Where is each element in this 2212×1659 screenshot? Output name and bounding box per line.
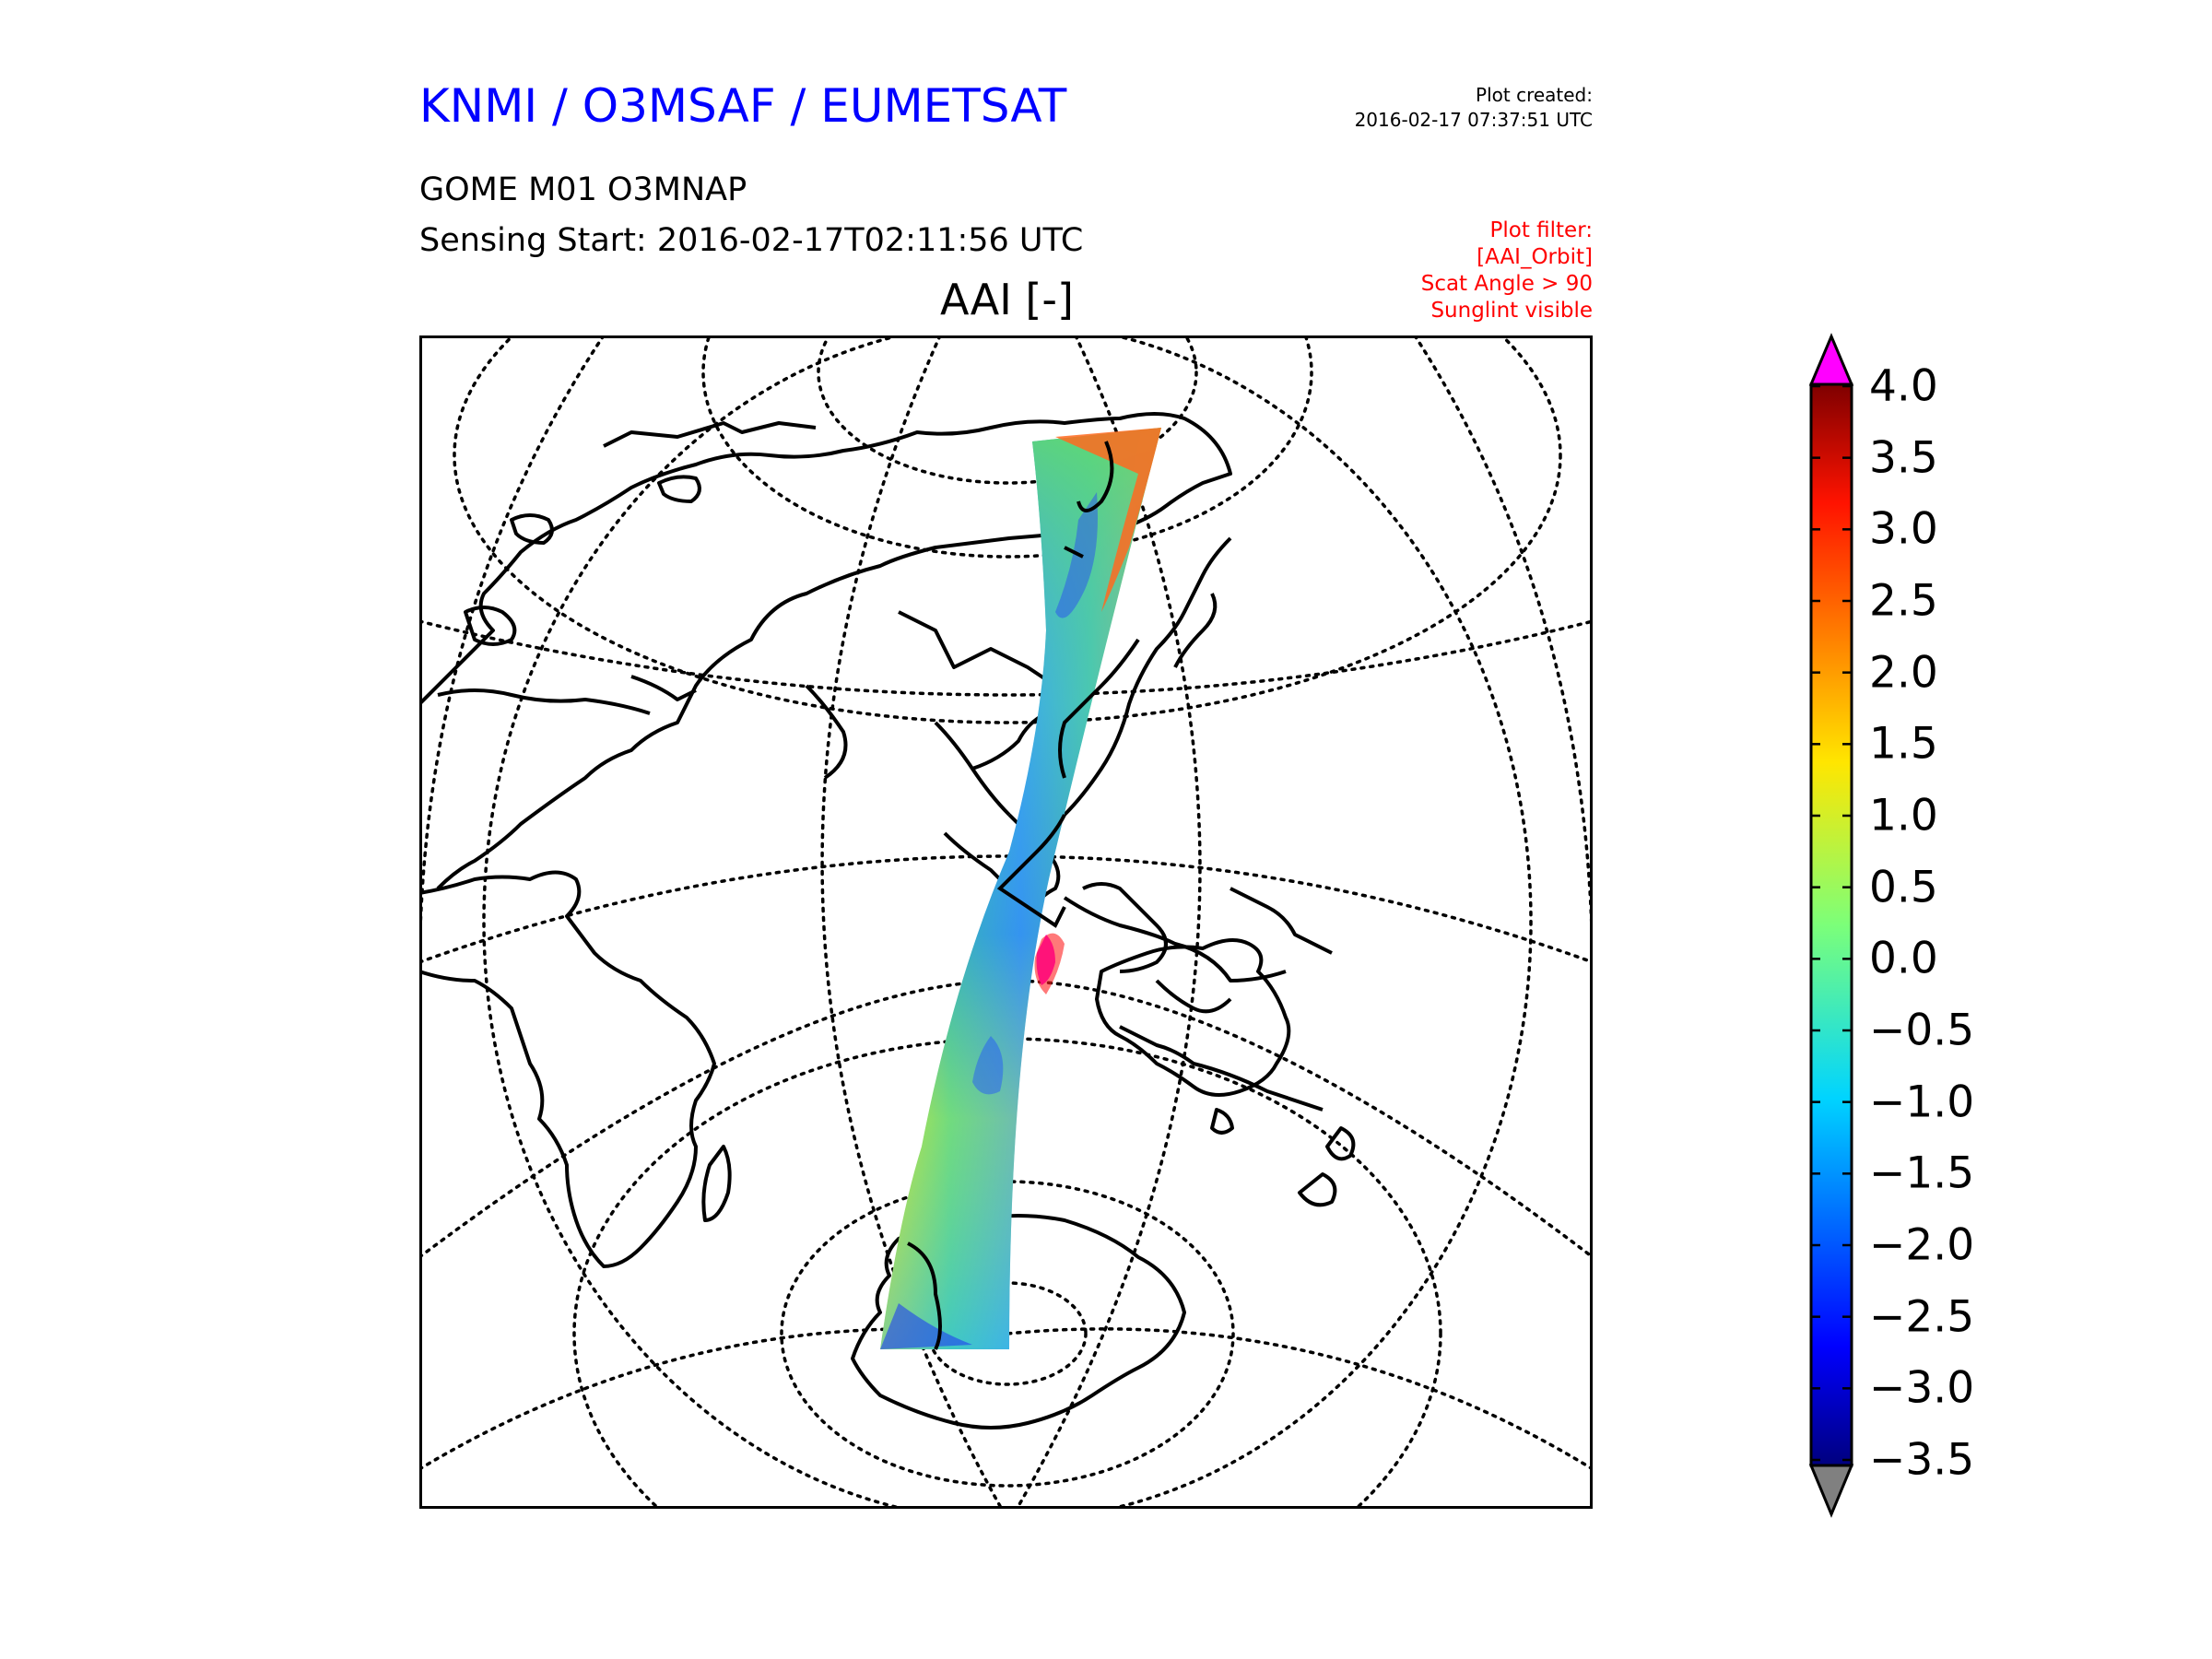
colorbar-tick-label: 4.0: [1869, 360, 1938, 412]
aai-swath: [880, 428, 1161, 1349]
colorbar: [1808, 333, 1854, 1518]
colorbar-tick-label: 1.5: [1869, 718, 1938, 770]
colorbar-gradient: [1811, 384, 1852, 1465]
org-title: KNMI / O3MSAF / EUMETSAT: [419, 79, 1067, 133]
colorbar-tick-label: −0.5: [1869, 1005, 1975, 1056]
colorbar-tick-label: 1.0: [1869, 790, 1938, 841]
colorbar-tick-label: −1.5: [1869, 1147, 1975, 1199]
colorbar-tick-label: −2.5: [1869, 1291, 1975, 1343]
plot-filter-line: Scat Angle > 90: [1420, 272, 1593, 296]
plot-filter-line: Sunglint visible: [1430, 299, 1593, 323]
product-name: GOME M01 O3MNAP: [419, 171, 747, 208]
colorbar-under-arrow: [1808, 1464, 1854, 1518]
colorbar-tick-label: 2.0: [1869, 647, 1938, 699]
colorbar-tick-label: −2.0: [1869, 1219, 1975, 1271]
coastlines: [419, 412, 1356, 1430]
plot-filter: Plot filter: [AAI_Orbit] Scat Angle > 90…: [1421, 218, 1593, 324]
colorbar-tick-label: 2.5: [1869, 575, 1938, 627]
plot-created-value: 2016-02-17 07:37:51 UTC: [1354, 109, 1593, 131]
plot-created-label: Plot created:: [1476, 84, 1593, 106]
colorbar-ticks: [1811, 384, 1852, 1462]
plot-filter-line: [AAI_Orbit]: [1477, 245, 1593, 269]
colorbar-tick-label: 0.0: [1869, 933, 1938, 984]
map: [419, 335, 1593, 1509]
colorbar-over-arrow: [1808, 333, 1854, 386]
coastlines-over-swath: [907, 441, 1140, 1350]
colorbar-tick-label: 3.5: [1869, 432, 1938, 484]
colorbar-tick-label: −3.5: [1869, 1434, 1975, 1486]
colorbar-tick-label: 0.5: [1869, 862, 1938, 913]
colorbar-tick-label: −3.0: [1869, 1362, 1975, 1414]
colorbar-tick-label: 3.0: [1869, 503, 1938, 555]
colorbar-tick-label: −1.0: [1869, 1077, 1975, 1128]
map-title: AAI [-]: [940, 275, 1074, 324]
sensing-start: Sensing Start: 2016-02-17T02:11:56 UTC: [419, 222, 1084, 259]
colorbar-frame: [1809, 382, 1853, 1467]
plot-filter-line: Plot filter:: [1489, 218, 1593, 242]
plot-created-info: Plot created: 2016-02-17 07:37:51 UTC: [1355, 83, 1593, 133]
map-frame: [419, 335, 1593, 1509]
